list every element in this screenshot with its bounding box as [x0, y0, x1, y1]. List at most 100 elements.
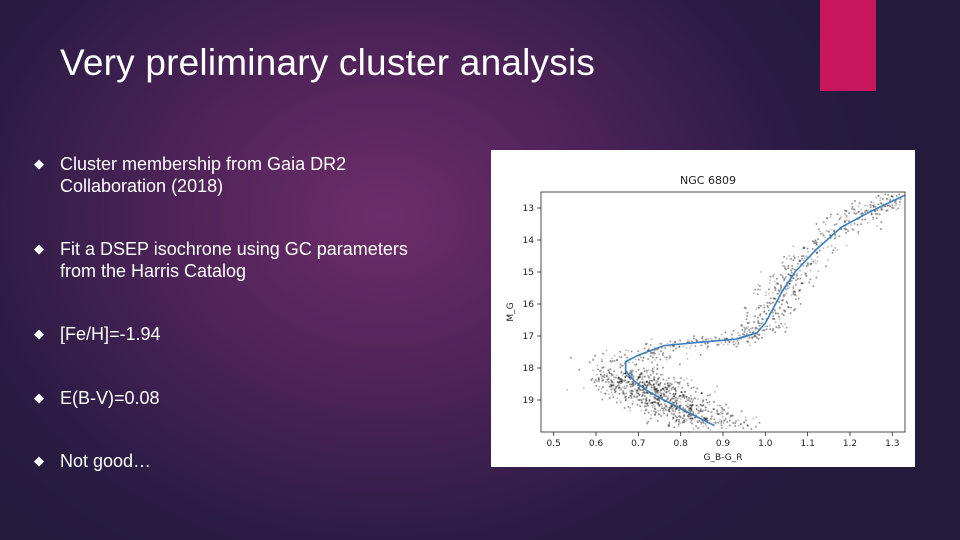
scatter-point — [645, 342, 648, 345]
scatter-point — [843, 227, 846, 230]
scatter-point — [783, 277, 786, 280]
scatter-point — [669, 407, 672, 410]
scatter-point — [601, 386, 604, 388]
scatter-point — [629, 372, 632, 375]
scatter-point — [653, 386, 656, 389]
scatter-point — [720, 420, 723, 423]
scatter-point — [671, 405, 674, 408]
scatter-point — [674, 390, 677, 393]
scatter-point — [656, 390, 659, 392]
scatter-point — [693, 397, 696, 400]
scatter-point — [790, 279, 793, 282]
scatter-point — [650, 379, 653, 382]
scatter-point — [850, 224, 853, 227]
scatter-point — [656, 367, 659, 370]
x-tick-label: 0.9 — [716, 439, 731, 449]
scatter-point — [647, 411, 650, 414]
scatter-point — [833, 237, 836, 240]
scatter-point — [697, 421, 699, 424]
scatter-point — [854, 209, 857, 211]
scatter-point — [861, 218, 864, 221]
scatter-point — [732, 343, 735, 346]
scatter-point — [678, 404, 681, 407]
scatter-point — [774, 309, 776, 312]
scatter-point — [687, 405, 689, 408]
scatter-point — [619, 400, 622, 403]
scatter-point — [795, 294, 798, 297]
scatter-point — [690, 417, 693, 420]
scatter-point — [753, 335, 756, 338]
scatter-point — [631, 382, 634, 385]
scatter-point — [775, 277, 778, 280]
scatter-point — [897, 207, 900, 210]
scatter-point — [639, 375, 641, 378]
scatter-point — [853, 212, 856, 214]
scatter-point — [685, 397, 688, 400]
scatter-point — [678, 415, 681, 418]
scatter-point — [873, 204, 876, 207]
scatter-point — [758, 421, 761, 424]
scatter-point — [657, 389, 660, 392]
scatter-point — [704, 418, 707, 420]
scatter-point — [610, 361, 612, 364]
scatter-point — [645, 342, 648, 345]
scatter-point — [614, 387, 617, 390]
scatter-point — [598, 385, 601, 388]
scatter-point — [720, 406, 723, 409]
scatter-point — [773, 286, 776, 289]
scatter-point — [800, 273, 803, 276]
scatter-point — [616, 384, 619, 387]
scatter-point — [630, 372, 633, 375]
scatter-point — [787, 306, 790, 308]
scatter-point — [610, 384, 613, 387]
scatter-point — [768, 282, 771, 285]
scatter-point — [730, 333, 733, 336]
scatter-point — [685, 404, 688, 407]
scatter-point — [725, 337, 728, 340]
scatter-point — [630, 373, 633, 376]
scatter-point — [797, 262, 799, 265]
scatter-point — [659, 395, 662, 398]
scatter-point — [894, 204, 897, 207]
scatter-point — [613, 354, 616, 357]
scatter-point — [649, 355, 652, 358]
scatter-point — [653, 397, 656, 400]
scatter-point — [665, 395, 668, 398]
scatter-point — [666, 397, 669, 400]
scatter-point — [746, 315, 749, 318]
scatter-point — [635, 391, 638, 394]
scatter-point — [848, 220, 851, 223]
scatter-point — [874, 205, 877, 208]
scatter-point — [682, 406, 685, 409]
scatter-point — [718, 418, 721, 421]
scatter-point — [653, 385, 656, 388]
scatter-point — [667, 377, 670, 380]
scatter-point — [612, 384, 615, 387]
scatter-point — [747, 340, 750, 343]
scatter-point — [791, 267, 794, 270]
scatter-point — [673, 340, 676, 343]
scatter-point — [655, 398, 658, 401]
scatter-point — [720, 427, 723, 429]
scatter-point — [597, 378, 600, 381]
scatter-point — [737, 419, 740, 422]
scatter-point — [745, 327, 748, 330]
scatter-point — [690, 387, 693, 390]
scatter-point — [569, 356, 572, 359]
scatter-point — [696, 411, 699, 414]
scatter-point — [663, 356, 666, 359]
scatter-point — [716, 410, 719, 413]
scatter-point — [795, 274, 798, 277]
scatter-point — [891, 195, 894, 198]
scatter-point — [701, 337, 704, 340]
scatter-point — [679, 416, 682, 419]
scatter-point — [811, 247, 814, 250]
scatter-point — [693, 337, 695, 340]
scatter-point — [671, 401, 674, 404]
scatter-point — [874, 205, 877, 208]
scatter-point — [688, 415, 691, 418]
scatter-point — [646, 402, 649, 405]
scatter-point — [652, 401, 655, 404]
scatter-point — [808, 262, 811, 265]
scatter-point — [851, 202, 854, 205]
